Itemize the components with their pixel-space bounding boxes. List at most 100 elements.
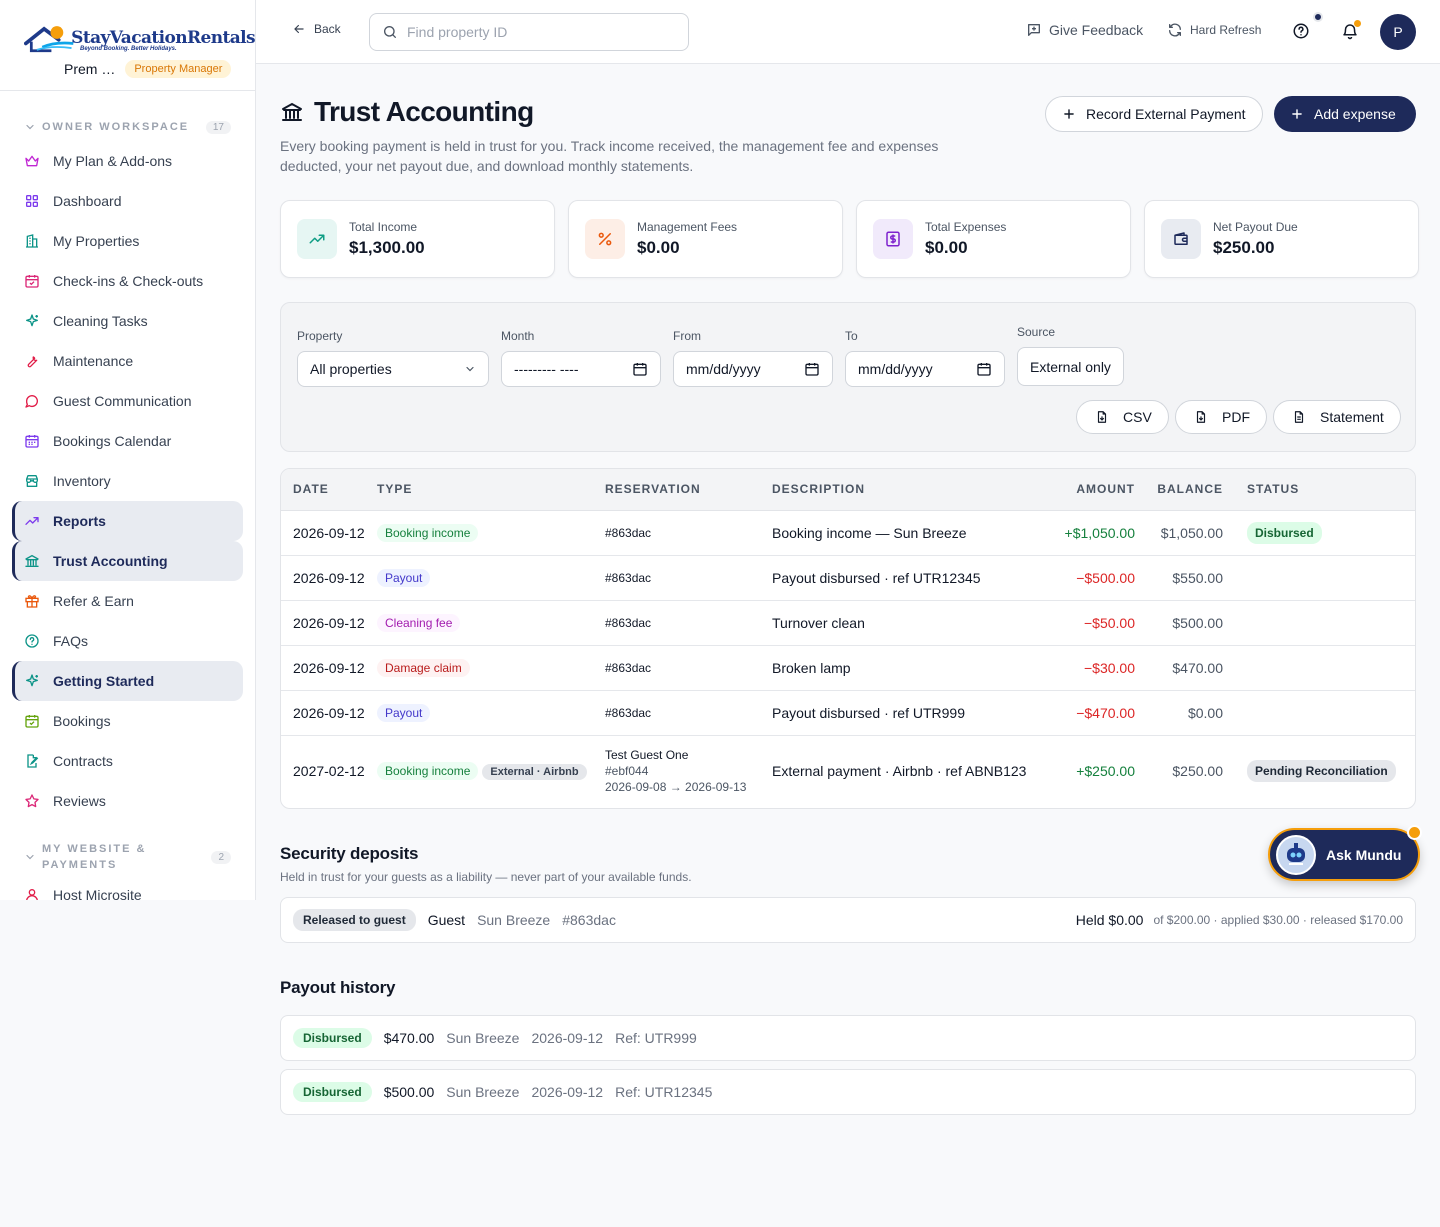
page-title: Trust Accounting <box>314 96 534 127</box>
payout-property: Sun Breeze <box>446 1030 520 1046</box>
sparkle-icon <box>26 314 38 327</box>
avatar[interactable]: P <box>1380 14 1416 50</box>
ledger-header-row: DATE TYPE RESERVATION DESCRIPTION AMOUNT BALA… <box>281 469 1415 511</box>
sidebar-item-maintenance[interactable]: Maintenance <box>12 341 243 381</box>
ask-mundu-button[interactable]: Ask Mundu <box>1268 828 1420 881</box>
cell-date: 2027-02-12 <box>293 763 365 780</box>
sidebar-section-count: 17 <box>205 120 231 134</box>
give-feedback-button[interactable]: Give Feedback <box>1026 22 1143 38</box>
column-header-type[interactable]: TYPE <box>377 469 605 511</box>
sidebar-item-label: Check-ins & Check-outs <box>53 273 204 289</box>
security-deposits-title: Security deposits <box>280 844 419 863</box>
export-csv-button[interactable]: CSV <box>1076 400 1169 434</box>
cell-reservation: #863dac <box>605 600 772 646</box>
table-row[interactable]: 2027-02-12 Booking income External · Airb… <box>281 735 1415 807</box>
cell-description: Broken lamp <box>772 645 1032 691</box>
cell-date: 2026-09-12 <box>281 645 377 691</box>
sidebar-item-label: My Plan & Add-ons <box>53 153 173 169</box>
sidebar-item-bookings[interactable]: Bookings <box>12 701 243 741</box>
sidebar-item-my-properties[interactable]: My Properties <box>12 221 243 261</box>
notifications-button[interactable] <box>1341 22 1359 40</box>
source-select[interactable]: External only <box>1017 347 1124 386</box>
cell-balance: $0.00 <box>1135 690 1223 736</box>
cell-amount: −$50.00 <box>1032 600 1135 646</box>
back-button[interactable]: Back <box>292 22 341 36</box>
cell-status <box>1223 645 1415 691</box>
type-badge: Payout <box>377 703 431 722</box>
column-header-reservation[interactable]: RESERVATION <box>605 469 772 511</box>
role-badge: Property Manager <box>125 60 232 78</box>
property-select[interactable]: All properties <box>297 351 489 387</box>
sidebar-item-host-microsite[interactable]: Host Microsite <box>12 875 243 900</box>
table-row[interactable]: 2026-09-12 Damage claim #863dac Broken l… <box>281 645 1415 691</box>
payout-amount: $470.00 <box>383 1030 435 1046</box>
table-row[interactable]: 2026-09-12 Cleaning fee #863dac Turnover… <box>281 600 1415 646</box>
sidebar-section-count: 2 <box>211 850 231 864</box>
sidebar-section-header[interactable]: MY WEBSITE & PAYMENTS 2 <box>0 841 255 873</box>
bank-icon <box>25 554 39 567</box>
to-date-input[interactable]: mm/dd/yyyy <box>845 351 1005 387</box>
payout-row[interactable]: Disbursed $470.00 Sun Breeze 2026-09-12 … <box>280 1015 1416 1061</box>
cell-description: Payout disbursed · ref UTR999 <box>772 690 1032 736</box>
table-row[interactable]: 2026-09-12 Payout #863dac Payout disburs… <box>281 690 1415 736</box>
add-expense-button[interactable]: Add expense <box>1274 96 1416 132</box>
summary-card-value: $0.00 <box>637 238 680 257</box>
sidebar-item-my-plan-and-add-ons[interactable]: My Plan & Add-ons <box>12 141 243 181</box>
table-row[interactable]: 2026-09-12 Payout #863dac Payout disburs… <box>281 555 1415 601</box>
sidebar-item-guest-communication[interactable]: Guest Communication <box>12 381 243 421</box>
sidebar-item-bookings-calendar[interactable]: Bookings Calendar <box>12 421 243 461</box>
status-badge: Disbursed <box>1247 521 1322 544</box>
file-text-icon <box>1294 411 1304 423</box>
logo[interactable]: StayVacationRentals <box>24 20 255 56</box>
plus-icon <box>1064 109 1074 119</box>
sidebar-item-reviews[interactable]: Reviews <box>12 781 243 821</box>
cell-status: Disbursed <box>1223 510 1415 556</box>
sidebar-item-label: Refer & Earn <box>53 593 134 609</box>
sidebar-item-inventory[interactable]: Inventory <box>12 461 243 501</box>
table-row[interactable]: 2026-09-12 Booking income #863dac Bookin… <box>281 510 1415 556</box>
export-pdf-label: PDF <box>1222 409 1250 425</box>
column-header-date[interactable]: DATE <box>281 469 377 511</box>
month-input[interactable]: --------- ---- <box>501 351 661 387</box>
wrench-icon <box>27 356 38 368</box>
month-filter-label: Month <box>501 329 535 343</box>
sidebar-item-check-ins-and-check-outs[interactable]: Check-ins & Check-outs <box>12 261 243 301</box>
reservation-line: #863dac <box>605 660 652 675</box>
record-external-payment-button[interactable]: Record External Payment <box>1045 96 1263 132</box>
sidebar-item-getting-started[interactable]: Getting Started <box>12 661 243 701</box>
column-header-status[interactable]: STATUS <box>1223 469 1415 511</box>
search-input[interactable] <box>407 24 667 40</box>
sidebar-item-label: Cleaning Tasks <box>53 313 148 329</box>
summary-card-value: $250.00 <box>1213 238 1275 257</box>
type-badge: Cleaning fee <box>377 613 461 632</box>
sidebar-item-contracts[interactable]: Contracts <box>12 741 243 781</box>
sidebar-item-dashboard[interactable]: Dashboard <box>12 181 243 221</box>
export-pdf-button[interactable]: PDF <box>1175 400 1267 434</box>
payout-reference: Ref: UTR999 <box>615 1030 697 1046</box>
deposit-row[interactable]: Released to guest Guest Sun Breeze #863d… <box>280 897 1416 943</box>
sidebar-item-cleaning-tasks[interactable]: Cleaning Tasks <box>12 301 243 341</box>
payout-row[interactable]: Disbursed $500.00 Sun Breeze 2026-09-12 … <box>280 1069 1416 1115</box>
reservation-line: #863dac <box>605 570 652 585</box>
column-header-balance[interactable]: BALANCE <box>1135 469 1223 511</box>
summary-card-label: Management Fees <box>637 220 738 234</box>
column-header-description[interactable]: DESCRIPTION <box>772 469 1032 511</box>
help-button[interactable] <box>1292 22 1310 40</box>
cell-reservation: Test Guest One #ebf044 2026-09-08 → 2026-0… <box>605 735 772 807</box>
sidebar-item-label: Contracts <box>53 753 113 769</box>
hard-refresh-button[interactable]: Hard Refresh <box>1167 22 1261 38</box>
statement-button[interactable]: Statement <box>1273 400 1401 434</box>
sidebar-section-header[interactable]: OWNER WORKSPACE 17 <box>0 115 255 139</box>
grid-icon <box>25 195 38 207</box>
dollar-receipt-icon <box>886 231 900 247</box>
from-date-input[interactable]: mm/dd/yyyy <box>673 351 833 387</box>
column-header-amount[interactable]: AMOUNT <box>1032 469 1135 511</box>
reservation-line[interactable]: #ebf044 <box>605 764 649 779</box>
sidebar-item-faqs[interactable]: FAQs <box>12 621 243 661</box>
sidebar-item-refer-and-earn[interactable]: Refer & Earn <box>12 581 243 621</box>
file-download-icon <box>1097 411 1107 423</box>
sidebar-item-reports[interactable]: Reports <box>12 501 243 541</box>
page-title-row: Trust Accounting <box>280 96 534 128</box>
bank-icon <box>282 102 302 121</box>
sidebar-item-trust-accounting[interactable]: Trust Accounting <box>12 541 243 581</box>
